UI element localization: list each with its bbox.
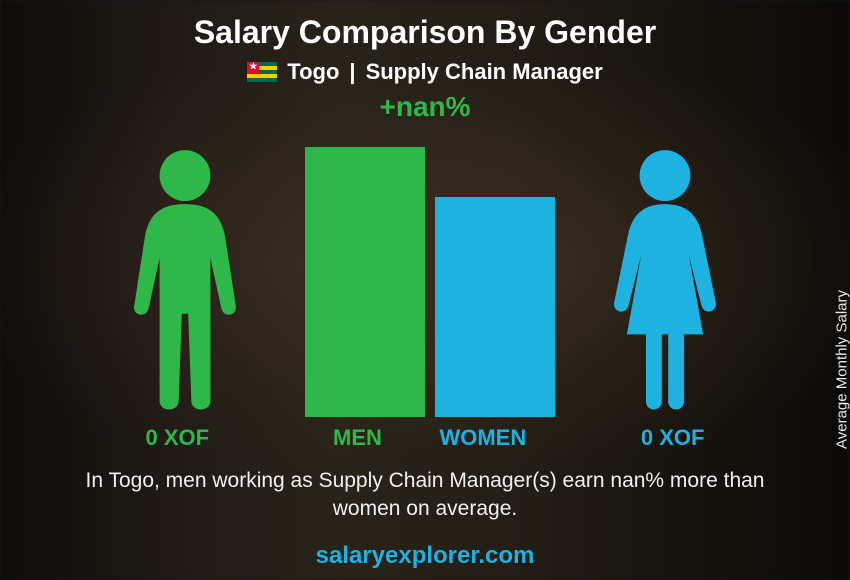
togo-flag-icon [247, 62, 277, 82]
difference-percent: +nan% [0, 91, 850, 123]
page-title: Salary Comparison By Gender [0, 0, 850, 51]
caption-text: In Togo, men working as Supply Chain Man… [0, 467, 850, 524]
job-label: Supply Chain Manager [366, 59, 603, 85]
y-axis-label: Average Monthly Salary [834, 290, 850, 449]
brand-link[interactable]: salaryexplorer.com [0, 542, 850, 570]
bar-men [305, 147, 425, 417]
female-person-icon [585, 147, 745, 417]
women-label: WOMEN [415, 425, 550, 451]
subtitle-row: Togo | Supply Chain Manager [0, 59, 850, 85]
men-label: MEN [300, 425, 416, 451]
separator: | [349, 59, 355, 85]
chart-area [105, 127, 745, 417]
female-salary-value: 0 XOF [600, 425, 745, 451]
labels-row: 0 XOF MEN WOMEN 0 XOF [105, 425, 745, 451]
infographic-content: Salary Comparison By Gender Togo | Suppl… [0, 0, 850, 580]
male-person-icon [105, 147, 265, 417]
bar-women [435, 197, 555, 417]
country-label: Togo [287, 59, 339, 85]
male-salary-value: 0 XOF [105, 425, 250, 451]
